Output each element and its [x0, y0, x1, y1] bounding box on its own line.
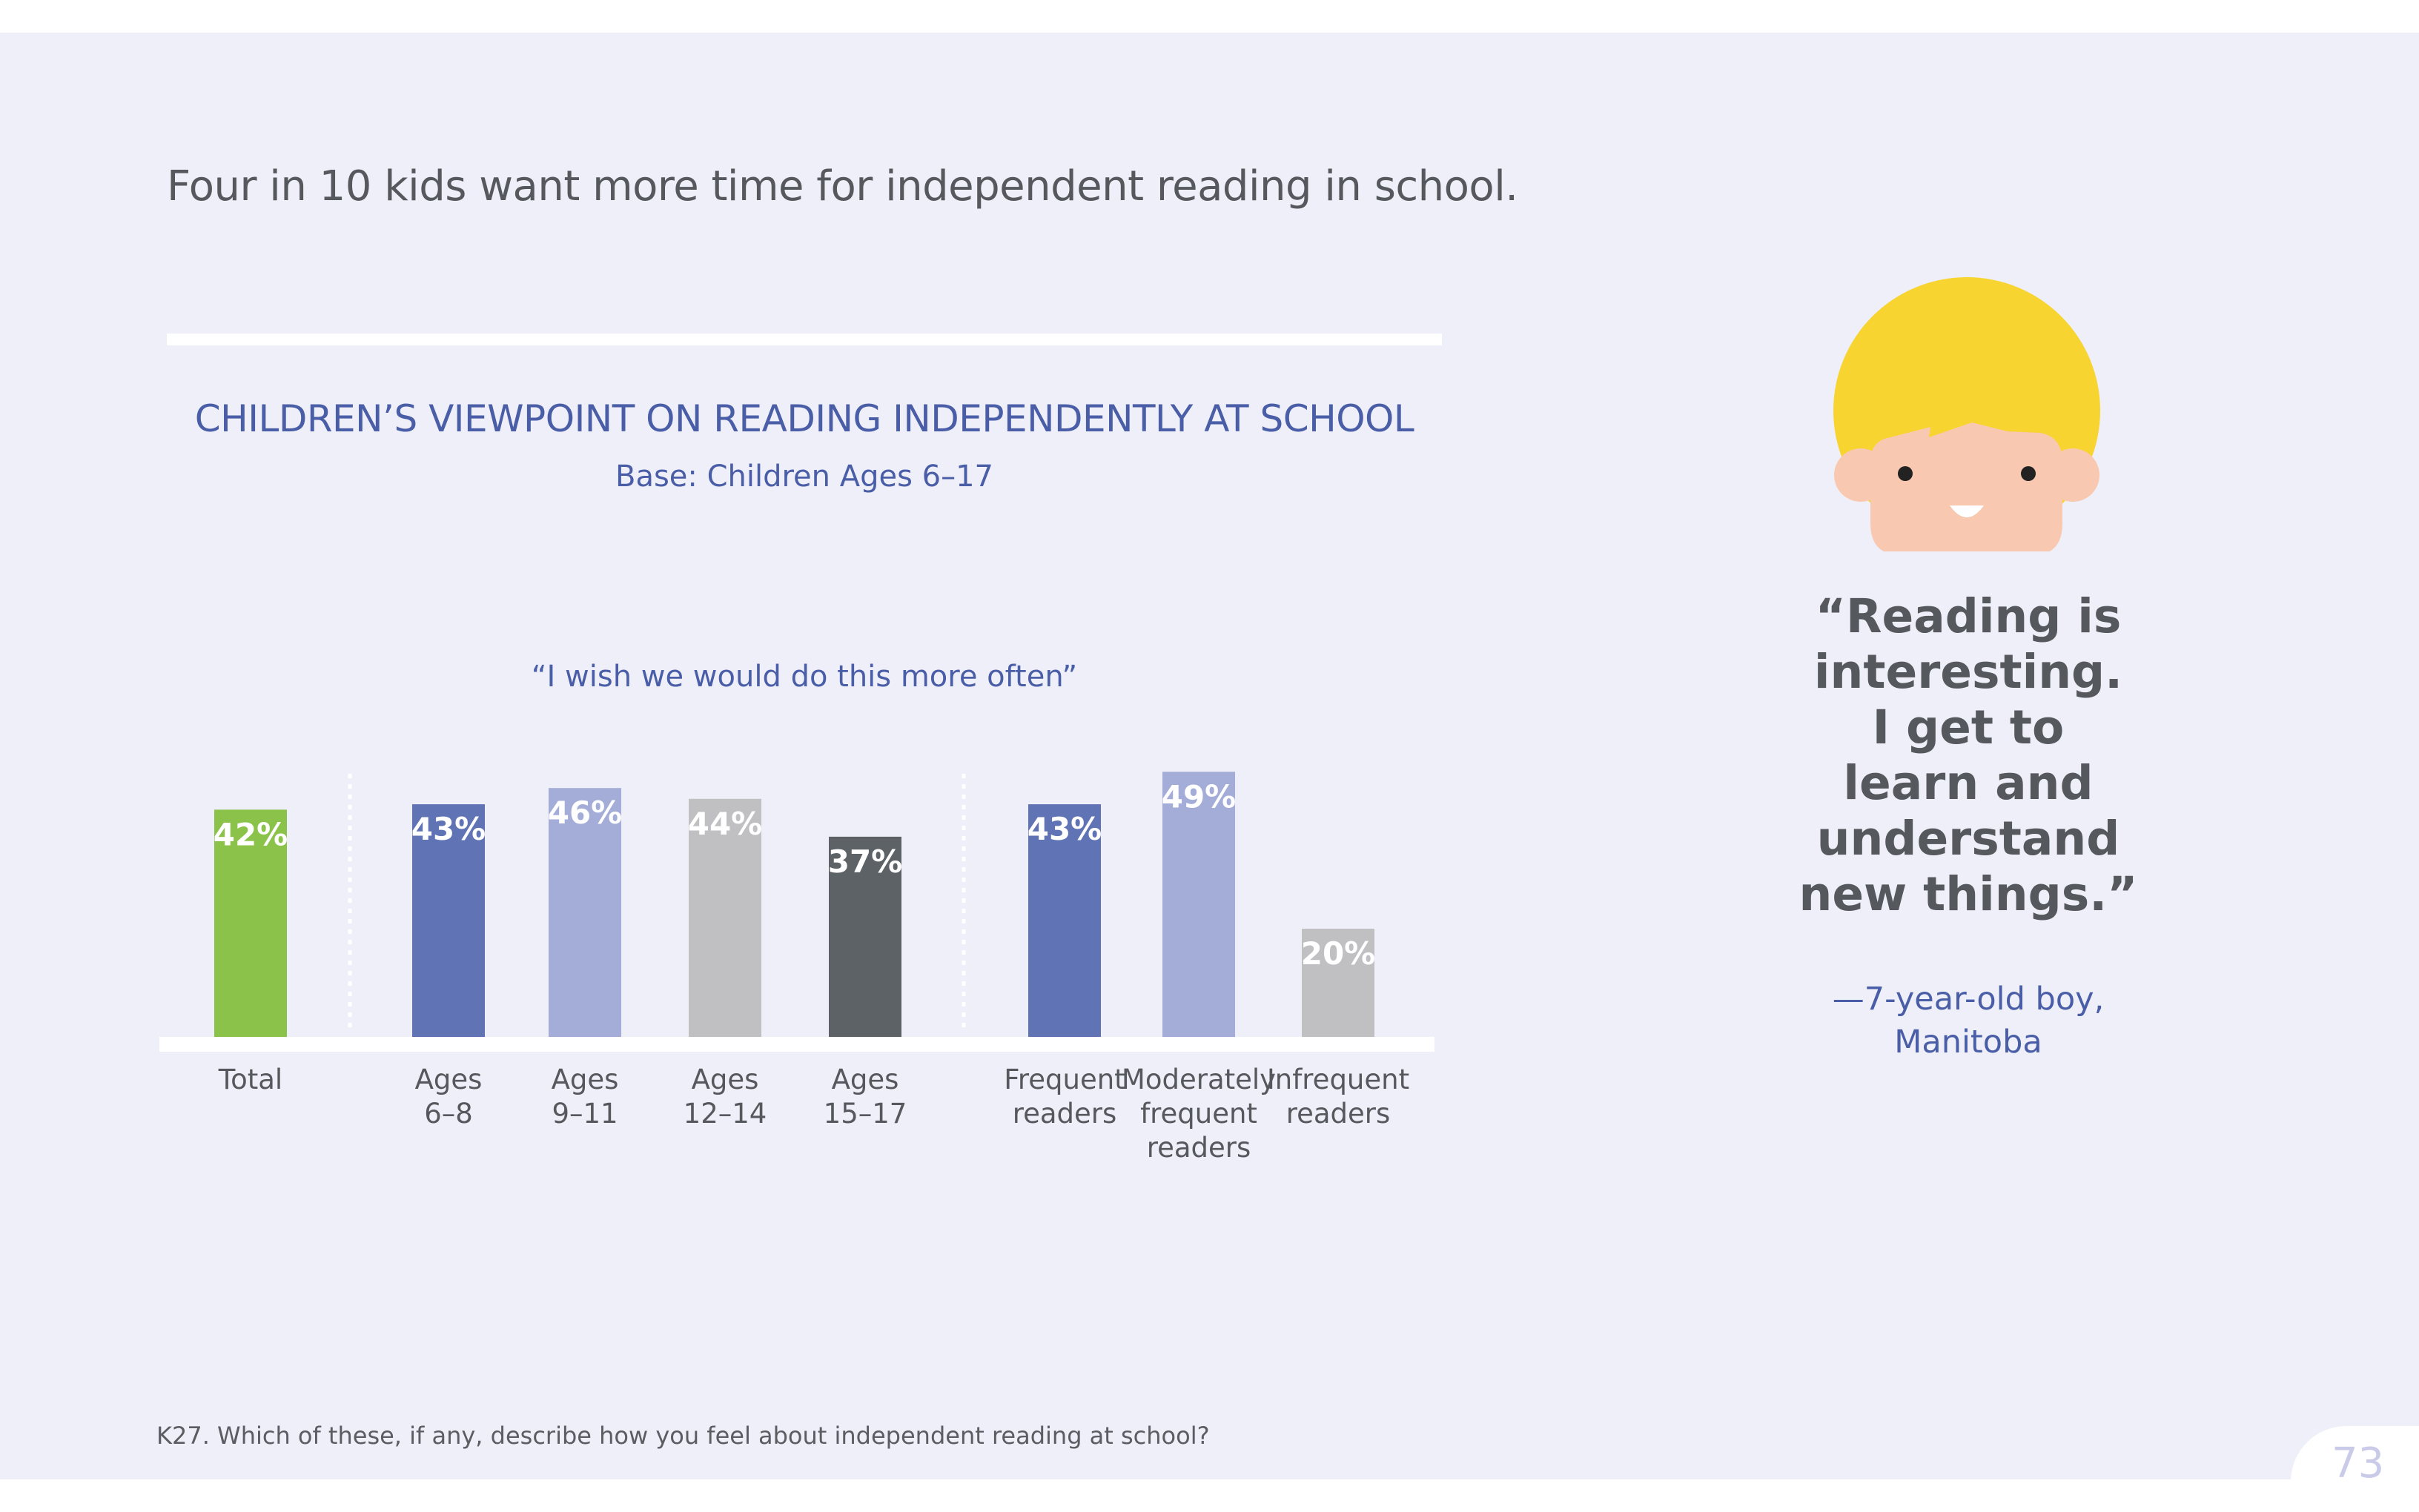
- category-label: Infrequent readers: [1267, 1064, 1409, 1130]
- quote-line: interesting.: [1813, 645, 2123, 699]
- category-label-line: readers: [1286, 1098, 1391, 1130]
- category-label-line: Frequent: [1004, 1064, 1125, 1095]
- quote-line: “Reading is: [1815, 589, 2122, 643]
- bar: [214, 809, 287, 1037]
- bar-chart: 42% 43% 46% 44%37%43%49%20% Total Ages 6–8Age…: [159, 772, 1434, 1164]
- bar-value-label: 44%: [688, 806, 763, 842]
- category-label-line: 6–8: [424, 1098, 473, 1130]
- category-label: Ages 9–11: [552, 1064, 619, 1130]
- boy-avatar-icon: [1833, 277, 2100, 551]
- quote-attribution: —7-year-old boy, Manitoba: [1764, 978, 2172, 1064]
- chart-question: “I wish we would do this more often”: [531, 660, 1078, 694]
- attribution-line: Manitoba: [1894, 1024, 2042, 1061]
- category-label-line: 9–11: [552, 1098, 618, 1130]
- bar: [412, 804, 485, 1037]
- category-label-line: Ages: [832, 1064, 899, 1095]
- category-label-line: 12–14: [684, 1098, 767, 1130]
- bar-value-label: 43%: [411, 811, 486, 847]
- category-label-line: frequent: [1140, 1098, 1257, 1130]
- bar-value-label: 43%: [1028, 811, 1102, 847]
- page-number: 73: [2332, 1439, 2385, 1479]
- survey-footnote: K27. Which of these, if any, describe ho…: [156, 1422, 1210, 1450]
- category-label-line: readers: [1147, 1132, 1251, 1164]
- category-label-line: Total: [218, 1064, 282, 1095]
- bar: [829, 836, 901, 1037]
- pull-quote: “Reading is interesting. I get to learn …: [1764, 588, 2172, 922]
- category-label: Ages 6–8: [415, 1064, 483, 1130]
- bar-value-label: 42%: [214, 816, 288, 852]
- category-label-line: 15–17: [824, 1098, 907, 1130]
- bars-layer: 42% 43% 46% 44% 37% 43% 49% 20%: [214, 772, 1376, 1037]
- bar: [689, 798, 761, 1037]
- category-label-line: Moderately: [1122, 1064, 1276, 1095]
- chart-subtitle: Base: Children Ages 6–17: [615, 460, 993, 494]
- chart-baseline: [159, 1037, 1434, 1052]
- category-label-line: Ages: [415, 1064, 483, 1095]
- bar: [549, 788, 621, 1037]
- category-label: Ages 15–17: [824, 1064, 907, 1130]
- header-divider: [167, 334, 1442, 345]
- page-headline: Four in 10 kids want more time for indep…: [167, 162, 1518, 210]
- category-label: Frequent readers: [1004, 1064, 1125, 1130]
- quote-line: I get to: [1872, 700, 2065, 755]
- category-label-line: Ages: [552, 1064, 619, 1095]
- quote-line: learn and: [1843, 756, 2094, 810]
- category-label-line: readers: [1013, 1098, 1117, 1130]
- quote-line: new things.”: [1798, 867, 2138, 921]
- bar-value-label: 46%: [548, 795, 623, 831]
- bar: [1302, 929, 1374, 1037]
- quote-line: understand: [1816, 812, 2120, 866]
- attribution-line: —7-year-old boy,: [1832, 981, 2105, 1018]
- category-label: Total: [218, 1064, 282, 1095]
- report-page: Four in 10 kids want more time for indep…: [0, 33, 2419, 1479]
- bar-value-label: 49%: [1162, 778, 1237, 815]
- category-label-line: Ages: [692, 1064, 759, 1095]
- bar: [1028, 804, 1101, 1037]
- category-label: Moderately frequent readers: [1122, 1064, 1276, 1164]
- category-label-line: Infrequent: [1267, 1064, 1409, 1095]
- chart-title: CHILDREN’S VIEWPOINT ON READING INDEPEND…: [194, 397, 1414, 440]
- bar-value-label: 37%: [828, 843, 903, 880]
- bar: [1162, 772, 1235, 1037]
- category-label: Ages 12–14: [684, 1064, 767, 1130]
- bar-value-label: 20%: [1301, 935, 1376, 972]
